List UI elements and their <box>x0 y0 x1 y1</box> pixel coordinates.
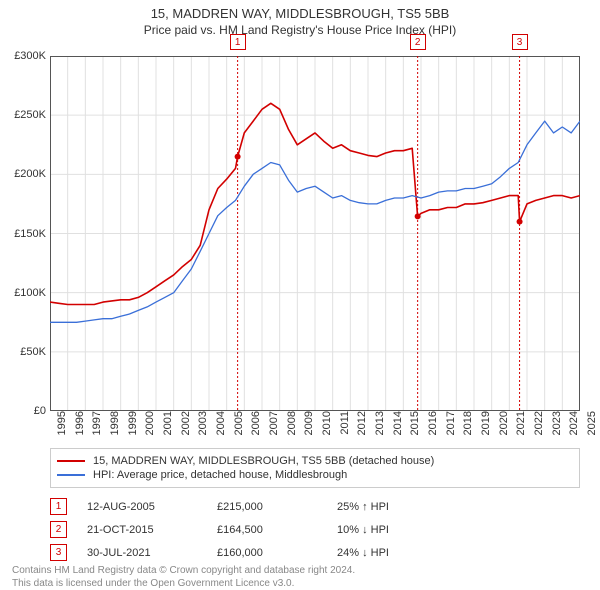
transaction-date: 21-OCT-2015 <box>87 524 217 536</box>
x-tick-label: 2019 <box>478 411 492 435</box>
transaction-hpi-delta: 24% ↓ HPI <box>337 547 457 559</box>
x-tick-label: 2010 <box>319 411 333 435</box>
legend-swatch <box>57 460 85 462</box>
attribution-line1: Contains HM Land Registry data © Crown c… <box>12 564 588 577</box>
attribution-line2: This data is licensed under the Open Gov… <box>12 577 588 590</box>
y-tick-label: £0 <box>34 405 50 417</box>
x-tick-label: 1995 <box>54 411 68 435</box>
transaction-marker: 3 <box>50 544 67 561</box>
x-tick-label: 2020 <box>496 411 510 435</box>
x-tick-label: 2013 <box>372 411 386 435</box>
x-tick-label: 2004 <box>213 411 227 435</box>
x-tick-label: 2007 <box>266 411 280 435</box>
transaction-price: £164,500 <box>217 524 337 536</box>
y-tick-label: £250K <box>14 109 50 121</box>
y-tick-label: £50K <box>20 346 50 358</box>
y-tick-label: £150K <box>14 228 50 240</box>
attribution: Contains HM Land Registry data © Crown c… <box>12 564 588 590</box>
transaction-row: 2 21-OCT-2015£164,50010% ↓ HPI <box>50 521 580 538</box>
chart-svg <box>50 56 580 411</box>
x-tick-label: 2006 <box>248 411 262 435</box>
transaction-row: 1 12-AUG-2005£215,00025% ↑ HPI <box>50 498 580 515</box>
y-tick-label: £200K <box>14 168 50 180</box>
x-tick-label: 1998 <box>107 411 121 435</box>
legend-label: 15, MADDREN WAY, MIDDLESBROUGH, TS5 5BB … <box>93 455 434 467</box>
x-tick-label: 2017 <box>443 411 457 435</box>
x-tick-label: 2024 <box>566 411 580 435</box>
transaction-marker: 1 <box>50 498 67 515</box>
event-marker-1: 1 <box>230 34 246 50</box>
y-tick-label: £100K <box>14 287 50 299</box>
legend-swatch <box>57 474 85 476</box>
legend-row: 15, MADDREN WAY, MIDDLESBROUGH, TS5 5BB … <box>57 455 573 467</box>
x-tick-label: 2021 <box>513 411 527 435</box>
chart-subtitle: Price paid vs. HM Land Registry's House … <box>0 23 600 37</box>
x-tick-label: 2025 <box>584 411 598 435</box>
transaction-price: £160,000 <box>217 547 337 559</box>
x-tick-label: 2002 <box>178 411 192 435</box>
transaction-row: 3 30-JUL-2021£160,00024% ↓ HPI <box>50 544 580 561</box>
chart-area: 123£0£50K£100K£150K£200K£250K£300K199519… <box>50 56 580 411</box>
x-tick-label: 2005 <box>231 411 245 435</box>
x-tick-label: 2016 <box>425 411 439 435</box>
x-tick-label: 2008 <box>284 411 298 435</box>
x-tick-label: 2009 <box>301 411 315 435</box>
x-tick-label: 2011 <box>337 411 351 435</box>
transaction-date: 12-AUG-2005 <box>87 501 217 513</box>
transaction-hpi-delta: 25% ↑ HPI <box>337 501 457 513</box>
x-tick-label: 2014 <box>390 411 404 435</box>
x-tick-label: 2018 <box>460 411 474 435</box>
x-tick-label: 2012 <box>354 411 368 435</box>
x-tick-label: 2000 <box>142 411 156 435</box>
legend-label: HPI: Average price, detached house, Midd… <box>93 469 347 481</box>
legend-row: HPI: Average price, detached house, Midd… <box>57 469 573 481</box>
x-tick-label: 1996 <box>72 411 86 435</box>
x-tick-label: 2015 <box>407 411 421 435</box>
x-tick-label: 2023 <box>549 411 563 435</box>
event-marker-3: 3 <box>512 34 528 50</box>
transaction-price: £215,000 <box>217 501 337 513</box>
transaction-marker: 2 <box>50 521 67 538</box>
event-marker-2: 2 <box>410 34 426 50</box>
x-tick-label: 2001 <box>160 411 174 435</box>
y-tick-label: £300K <box>14 50 50 62</box>
transactions-table: 1 12-AUG-2005£215,00025% ↑ HPI 2 21-OCT-201… <box>50 492 580 567</box>
x-tick-label: 2003 <box>195 411 209 435</box>
x-tick-label: 1999 <box>125 411 139 435</box>
x-tick-label: 2022 <box>531 411 545 435</box>
chart-title: 15, MADDREN WAY, MIDDLESBROUGH, TS5 5BB <box>0 6 600 21</box>
legend-box: 15, MADDREN WAY, MIDDLESBROUGH, TS5 5BB … <box>50 448 580 488</box>
transaction-hpi-delta: 10% ↓ HPI <box>337 524 457 536</box>
x-tick-label: 1997 <box>89 411 103 435</box>
transaction-date: 30-JUL-2021 <box>87 547 217 559</box>
